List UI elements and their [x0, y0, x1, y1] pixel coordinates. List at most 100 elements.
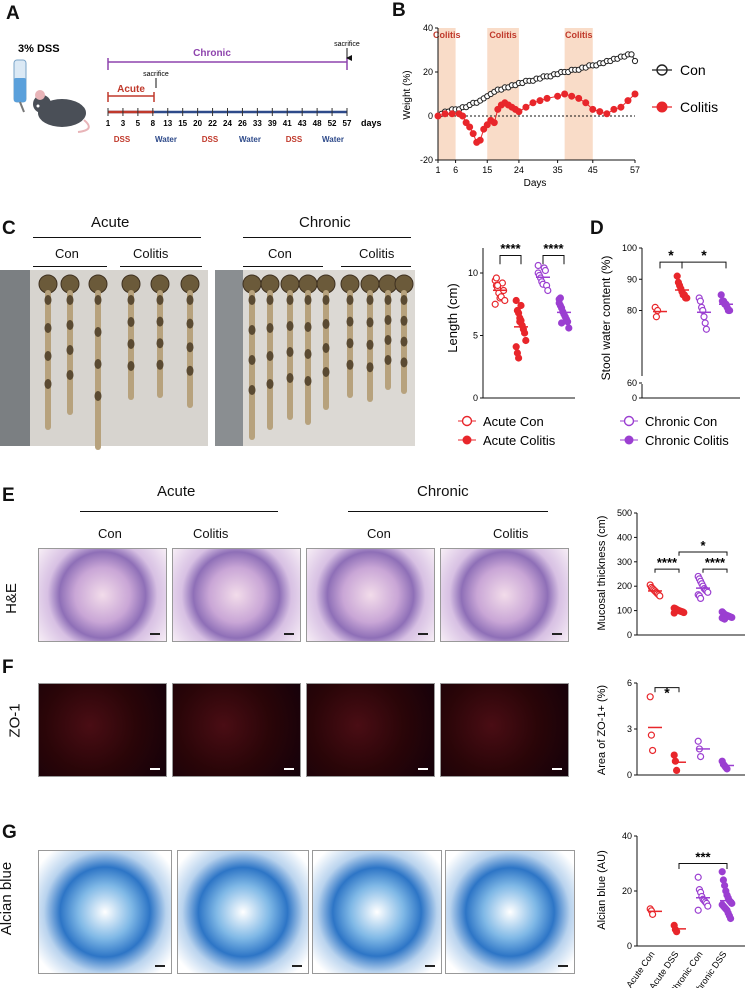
c-point: [516, 318, 524, 326]
timeline-day-label: 13: [163, 119, 172, 128]
panel-label-g: G: [2, 822, 17, 843]
b-x-tick-label: 24: [514, 165, 524, 175]
f-point: [670, 751, 678, 759]
b-point-colitis: [554, 92, 562, 100]
c-point: [522, 336, 530, 345]
cd-legend: Acute Con Acute Colitis Chronic Con Chro…: [458, 414, 729, 448]
colon-pellet: [94, 359, 102, 369]
panel-label-f: F: [2, 657, 14, 678]
f-point: [647, 731, 656, 739]
colon-pellet: [127, 317, 135, 327]
panel-a-timeline: 3% DSS Chronic sacrifice Acute sacrifice…: [13, 41, 382, 144]
b-ylabel: Weight (%): [402, 70, 413, 119]
colon-pellet: [346, 359, 354, 370]
sacrifice-acute-label: sacrifice: [143, 71, 169, 78]
timeline-day-label: 1: [106, 119, 111, 128]
zo1-chronic-con-image: [306, 683, 435, 777]
he-chronic-colitis-image: [440, 548, 569, 642]
b-point-colitis: [582, 99, 590, 107]
d-y-tick-label: 60: [627, 378, 637, 388]
panel-label-a: A: [6, 3, 20, 24]
colon-pellet: [266, 379, 274, 389]
b-point-colitis: [494, 105, 502, 113]
colon-pellet: [400, 315, 408, 326]
c-ylabel: Length (cm): [445, 283, 460, 352]
g-y-tick-label: 20: [622, 886, 632, 896]
g-point: [704, 902, 712, 910]
f-sig-label: *: [664, 685, 670, 701]
colon-pellet: [44, 295, 52, 305]
g-sig-label: ***: [695, 850, 711, 865]
c-colitis2: Colitis: [359, 246, 395, 261]
b-point-colitis: [624, 97, 632, 105]
e-sig-bracket: [654, 568, 680, 573]
colitis-band-label: Colitis: [565, 30, 593, 40]
b-point-con: [631, 57, 639, 65]
b-point-colitis: [522, 103, 530, 111]
c-con1: Con: [55, 246, 79, 261]
colon-pellet: [66, 320, 74, 330]
b-y-tick-label: -20: [420, 155, 433, 165]
panel-f-zo1-chart: Area of ZO-1+ (%) 0 3 6 *: [596, 678, 745, 780]
b-point-colitis: [483, 121, 491, 129]
timeline-day-label: 22: [208, 119, 217, 128]
colon-pellet: [384, 355, 392, 365]
c-point: [544, 286, 552, 295]
legend-chronic-con: Chronic Con: [645, 414, 717, 429]
e-ylabel: Mucosal thickness (cm): [596, 516, 608, 631]
alcian-chronic-colitis-image: [445, 850, 575, 974]
colon-pellet: [156, 316, 164, 327]
b-x-tick-label: 6: [453, 165, 458, 175]
e-y-tick-label: 500: [617, 508, 632, 518]
colon-pellet: [248, 385, 256, 395]
timeline-day-label: 24: [223, 119, 232, 128]
treatment-label: DSS: [114, 135, 131, 144]
b-point-colitis: [515, 108, 523, 116]
panel-d-stool-chart: Stool water content (%) 0 60 80 90 100 * *: [600, 243, 740, 403]
b-series-line-colitis: [437, 93, 636, 144]
zo1-acute-colitis-image: [172, 683, 301, 777]
c-point: [563, 318, 572, 326]
b-point-colitis: [589, 105, 597, 113]
colon-pellet: [322, 319, 330, 329]
g-point: [648, 910, 657, 918]
e-sig-bracket: [702, 568, 728, 573]
e-col-con1: Con: [98, 526, 122, 541]
g-point: [694, 906, 702, 914]
c-point: [491, 300, 499, 308]
e-col-con2: Con: [367, 526, 391, 541]
b-point-colitis: [529, 99, 537, 107]
colon-pellet: [186, 365, 194, 376]
c-point: [565, 324, 573, 332]
colon-pellet: [66, 370, 74, 380]
colon-pellet: [44, 351, 52, 361]
b-x-tick-label: 57: [630, 165, 640, 175]
g-ylabel: Alcian blue (AU): [596, 850, 608, 929]
f-y-tick-label: 6: [627, 678, 632, 688]
mouse-illustration: [13, 59, 90, 133]
colon-pellet: [384, 295, 392, 305]
alcian-chronic-con-image: [312, 850, 442, 974]
colon-pellet: [384, 315, 392, 325]
e-sig-bracket: [678, 551, 728, 556]
e-col-colitis2: Colitis: [493, 526, 529, 541]
f-point: [671, 757, 680, 765]
he-acute-con-image: [38, 548, 167, 642]
d-sig-label: *: [668, 247, 674, 263]
f-point: [694, 737, 702, 745]
timeline-day-label: 15: [178, 119, 187, 128]
colon-pellet: [66, 295, 74, 305]
colon-pellet: [266, 323, 274, 333]
colon-pellet: [94, 327, 102, 337]
treatment-label: DSS: [286, 135, 303, 144]
c-y-tick-label: 5: [473, 331, 478, 341]
c-point: [556, 294, 565, 302]
alcian-acute-con-image: [38, 850, 172, 974]
colitis-band-label: Colitis: [489, 30, 517, 40]
b-legend-con: Con: [680, 62, 706, 78]
b-legend-colitis: Colitis: [680, 99, 718, 115]
panel-e-mucosal-chart: Mucosal thickness (cm) 0 100 200 300 400 500 *…: [596, 508, 745, 640]
d-y-tick-label: 80: [627, 306, 637, 316]
b-point-colitis: [568, 92, 576, 100]
b-point-colitis: [441, 110, 449, 118]
